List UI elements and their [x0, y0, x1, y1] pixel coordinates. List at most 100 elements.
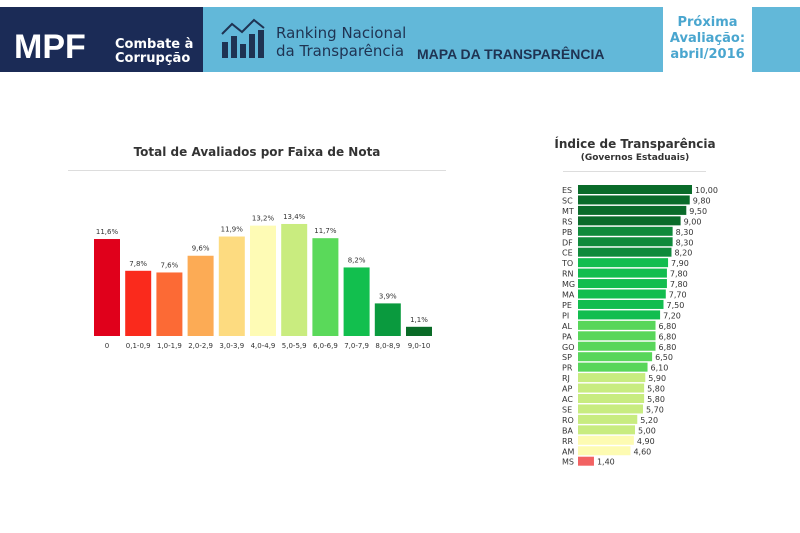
bar	[578, 279, 667, 289]
state-label: ES	[562, 186, 572, 195]
chart1-title: Total de Avaliados por Faixa de Nota	[133, 145, 381, 159]
state-label: RO	[562, 416, 574, 425]
bar	[125, 270, 152, 336]
state-label: AC	[562, 395, 573, 404]
bar	[578, 320, 656, 330]
mpf-banner	[0, 7, 203, 72]
ranking-banner	[203, 7, 663, 72]
bar	[578, 216, 681, 226]
bar	[281, 223, 308, 336]
category-label: 0,1-0,9	[126, 342, 151, 350]
state-label: AP	[562, 385, 572, 394]
value-label: 5,00	[638, 426, 656, 435]
state-label: RS	[562, 217, 573, 226]
next-evaluation: Próxima Avaliação: abril/2016	[669, 15, 746, 62]
state-index-chart: ES 10,00 SC 9,80 MT 9,50 RS 9,00 PB 8,30 DF 8,30 CE 8…	[561, 185, 718, 467]
value-label: 5,20	[640, 416, 658, 425]
value-label: 4,60	[633, 447, 651, 456]
value-label: 1,40	[597, 458, 615, 467]
bar-label: 11,7%	[314, 227, 337, 235]
value-label: 7,80	[670, 280, 688, 289]
value-label: 8,20	[674, 249, 692, 258]
bar	[218, 236, 245, 336]
bar	[578, 425, 635, 435]
value-label: 5,80	[647, 385, 665, 394]
state-label: RR	[562, 437, 574, 446]
bar-label: 8,2%	[348, 256, 366, 264]
category-label: 1,0-1,9	[157, 342, 182, 350]
value-label: 7,90	[671, 259, 689, 268]
value-label: 7,50	[667, 301, 685, 310]
histogram-chart: 11,6% 0 7,8% 0,1-0,9 7,6% 1,0-1,9 9,6% 2,0-2,9 1…	[94, 213, 432, 350]
bar-label: 11,6%	[96, 228, 119, 236]
bar	[578, 310, 661, 320]
bar-label: 3,9%	[379, 292, 397, 300]
state-label: MT	[562, 207, 574, 216]
state-label: SP	[562, 353, 572, 362]
bar	[406, 326, 432, 336]
page-title: MAPA DA TRANSPARÊNCIA	[417, 46, 605, 62]
bar	[578, 237, 673, 247]
state-label: MG	[562, 280, 575, 289]
value-label: 6,50	[655, 353, 673, 362]
bar	[578, 226, 673, 236]
bar	[578, 289, 666, 299]
divider	[563, 171, 706, 172]
bar	[578, 404, 643, 414]
value-label: 6,80	[659, 332, 677, 341]
state-label: CE	[562, 249, 573, 258]
bar-label: 7,6%	[161, 261, 179, 269]
state-label: PI	[562, 311, 569, 320]
state-label: RN	[562, 270, 574, 279]
bar-label: 9,6%	[192, 245, 210, 253]
bar	[578, 394, 645, 403]
bar	[578, 414, 638, 424]
value-label: 8,30	[676, 228, 694, 237]
bar	[578, 446, 631, 456]
value-label: 6,80	[659, 322, 677, 331]
banner-end	[752, 7, 800, 72]
bar	[578, 258, 669, 268]
state-label: AL	[562, 322, 572, 331]
state-label: MA	[562, 291, 575, 300]
bar	[578, 205, 687, 215]
bar	[156, 272, 183, 336]
category-label: 9,0-10	[408, 342, 431, 350]
mpf-logo: MPF	[14, 28, 86, 66]
state-label: PE	[562, 301, 572, 310]
category-label: 6,0-6,9	[313, 342, 338, 350]
chart-logo-icon	[221, 18, 265, 58]
bar	[578, 435, 634, 445]
bar	[374, 303, 401, 336]
bar-label: 7,8%	[129, 260, 147, 268]
bar	[578, 268, 667, 278]
state-label: MS	[562, 458, 574, 467]
divider	[68, 170, 446, 171]
chart2-title: Índice de Transparência	[554, 137, 716, 151]
bar	[343, 267, 370, 336]
bar	[578, 299, 664, 309]
value-label: 9,80	[693, 196, 711, 205]
bar	[578, 185, 692, 194]
state-label: DF	[562, 238, 573, 247]
value-label: 5,90	[648, 374, 666, 383]
bar	[250, 225, 276, 336]
category-label: 5,0-5,9	[282, 342, 307, 350]
bar-label: 13,4%	[283, 213, 306, 221]
value-label: 9,00	[684, 217, 702, 226]
value-label: 8,30	[676, 238, 694, 247]
value-label: 7,20	[663, 311, 681, 320]
value-label: 5,70	[646, 405, 664, 414]
value-label: 9,50	[689, 207, 707, 216]
bar	[578, 383, 645, 393]
value-label: 7,80	[670, 270, 688, 279]
category-label: 0	[105, 342, 109, 350]
state-label: GO	[562, 343, 575, 352]
state-label: SE	[562, 405, 572, 414]
state-label: AM	[562, 447, 574, 456]
state-label: PA	[562, 332, 572, 341]
value-label: 7,70	[669, 291, 687, 300]
bar	[312, 238, 339, 336]
bar-label: 1,1%	[410, 316, 428, 324]
category-label: 7,0-7,9	[344, 342, 369, 350]
